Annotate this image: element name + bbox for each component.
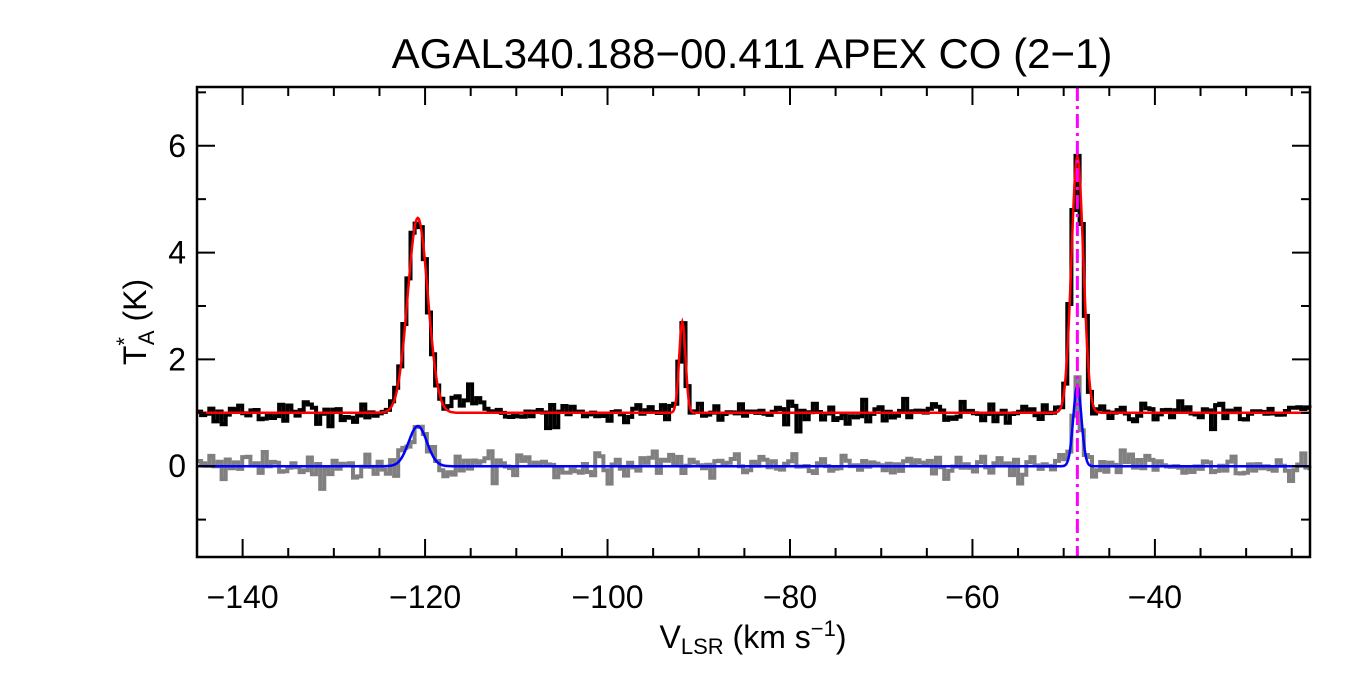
y-tick-label: 4 bbox=[168, 235, 186, 271]
y-axis-label: T*A (K) bbox=[112, 279, 159, 365]
x-axis-label-sup: −1 bbox=[811, 616, 836, 641]
y-tick-label: 2 bbox=[168, 341, 186, 377]
y-tick-label: 6 bbox=[168, 128, 186, 164]
fit-series-1 bbox=[197, 152, 1310, 415]
x-axis-label-end: ) bbox=[836, 619, 847, 655]
x-tick-label: −120 bbox=[389, 579, 461, 615]
spectrum-series-0 bbox=[197, 153, 1312, 434]
fit-series-3 bbox=[197, 383, 1310, 468]
y-axis-label-rest: (K) bbox=[117, 279, 153, 331]
plot-data-layer bbox=[197, 152, 1312, 491]
chart-title: AGAL340.188−00.411 APEX CO (2−1) bbox=[392, 30, 1113, 77]
x-tick-label: −100 bbox=[571, 579, 643, 615]
x-tick-label: −80 bbox=[763, 579, 817, 615]
y-axis-label-sup: * bbox=[112, 337, 137, 346]
x-axis-label-rest: (km s bbox=[724, 619, 811, 655]
x-tick-label: −140 bbox=[207, 579, 279, 615]
y-axis-label-sub: A bbox=[134, 330, 159, 345]
y-tick-label: 0 bbox=[168, 448, 186, 484]
x-tick-label: −40 bbox=[1128, 579, 1182, 615]
x-tick-label: −60 bbox=[945, 579, 999, 615]
tick-layer bbox=[196, 87, 1310, 557]
x-axis-label-sub: LSR bbox=[681, 634, 724, 659]
x-axis-label: VLSR (km s−1) bbox=[660, 616, 847, 659]
y-axis-label-main: T bbox=[117, 346, 153, 366]
spectrum-series-2 bbox=[197, 375, 1312, 491]
tick-label-layer: −140 −120 −100 −80 −60 −40 0 2 4 6 bbox=[168, 128, 1182, 615]
x-axis-label-main: V bbox=[660, 619, 682, 655]
plot-frame bbox=[195, 85, 1312, 559]
